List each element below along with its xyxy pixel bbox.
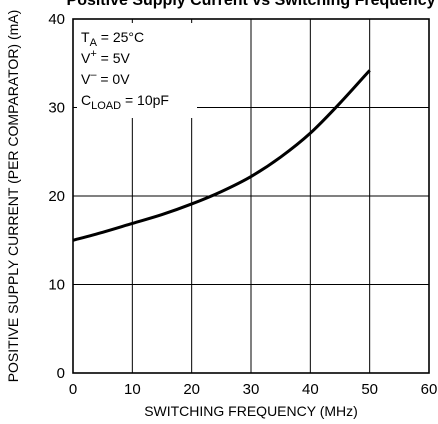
y-tick-label-0: 0 (57, 365, 65, 382)
x-tick-label-5: 50 (361, 381, 378, 398)
y-tick-label-4: 40 (48, 11, 65, 28)
tick-labels: 0 10 20 30 40 50 60 0 10 20 30 40 (48, 11, 437, 398)
y-tick-label-2: 20 (48, 188, 65, 205)
x-tick-label-1: 10 (124, 381, 141, 398)
x-tick-label-2: 20 (183, 381, 200, 398)
x-tick-label-4: 40 (302, 381, 319, 398)
condition-ta: TA = 25°C (81, 29, 144, 49)
y-tick-label-1: 10 (48, 277, 65, 294)
x-tick-label-3: 30 (243, 381, 260, 398)
conditions-box (77, 23, 197, 118)
x-axis-title: SWITCHING FREQUENCY (MHz) (144, 403, 358, 419)
series-group (72, 69, 371, 242)
chart-title: Positive Supply Current vs Switching Fre… (67, 0, 436, 9)
y-tick-label-3: 30 (48, 100, 65, 117)
series-line-0 (72, 69, 371, 242)
condition-vminus: V– = 0V (81, 69, 130, 87)
y-axis-title: POSITIVE SUPPLY CURRENT (PER COMPARATOR)… (5, 10, 21, 383)
condition-vplus: V+ = 5V (81, 48, 131, 66)
plot-frame (72, 18, 430, 374)
condition-cload: CLOAD = 10pF (81, 92, 169, 112)
x-tick-label-0: 0 (69, 381, 77, 398)
x-tick-label-6: 60 (421, 381, 438, 398)
